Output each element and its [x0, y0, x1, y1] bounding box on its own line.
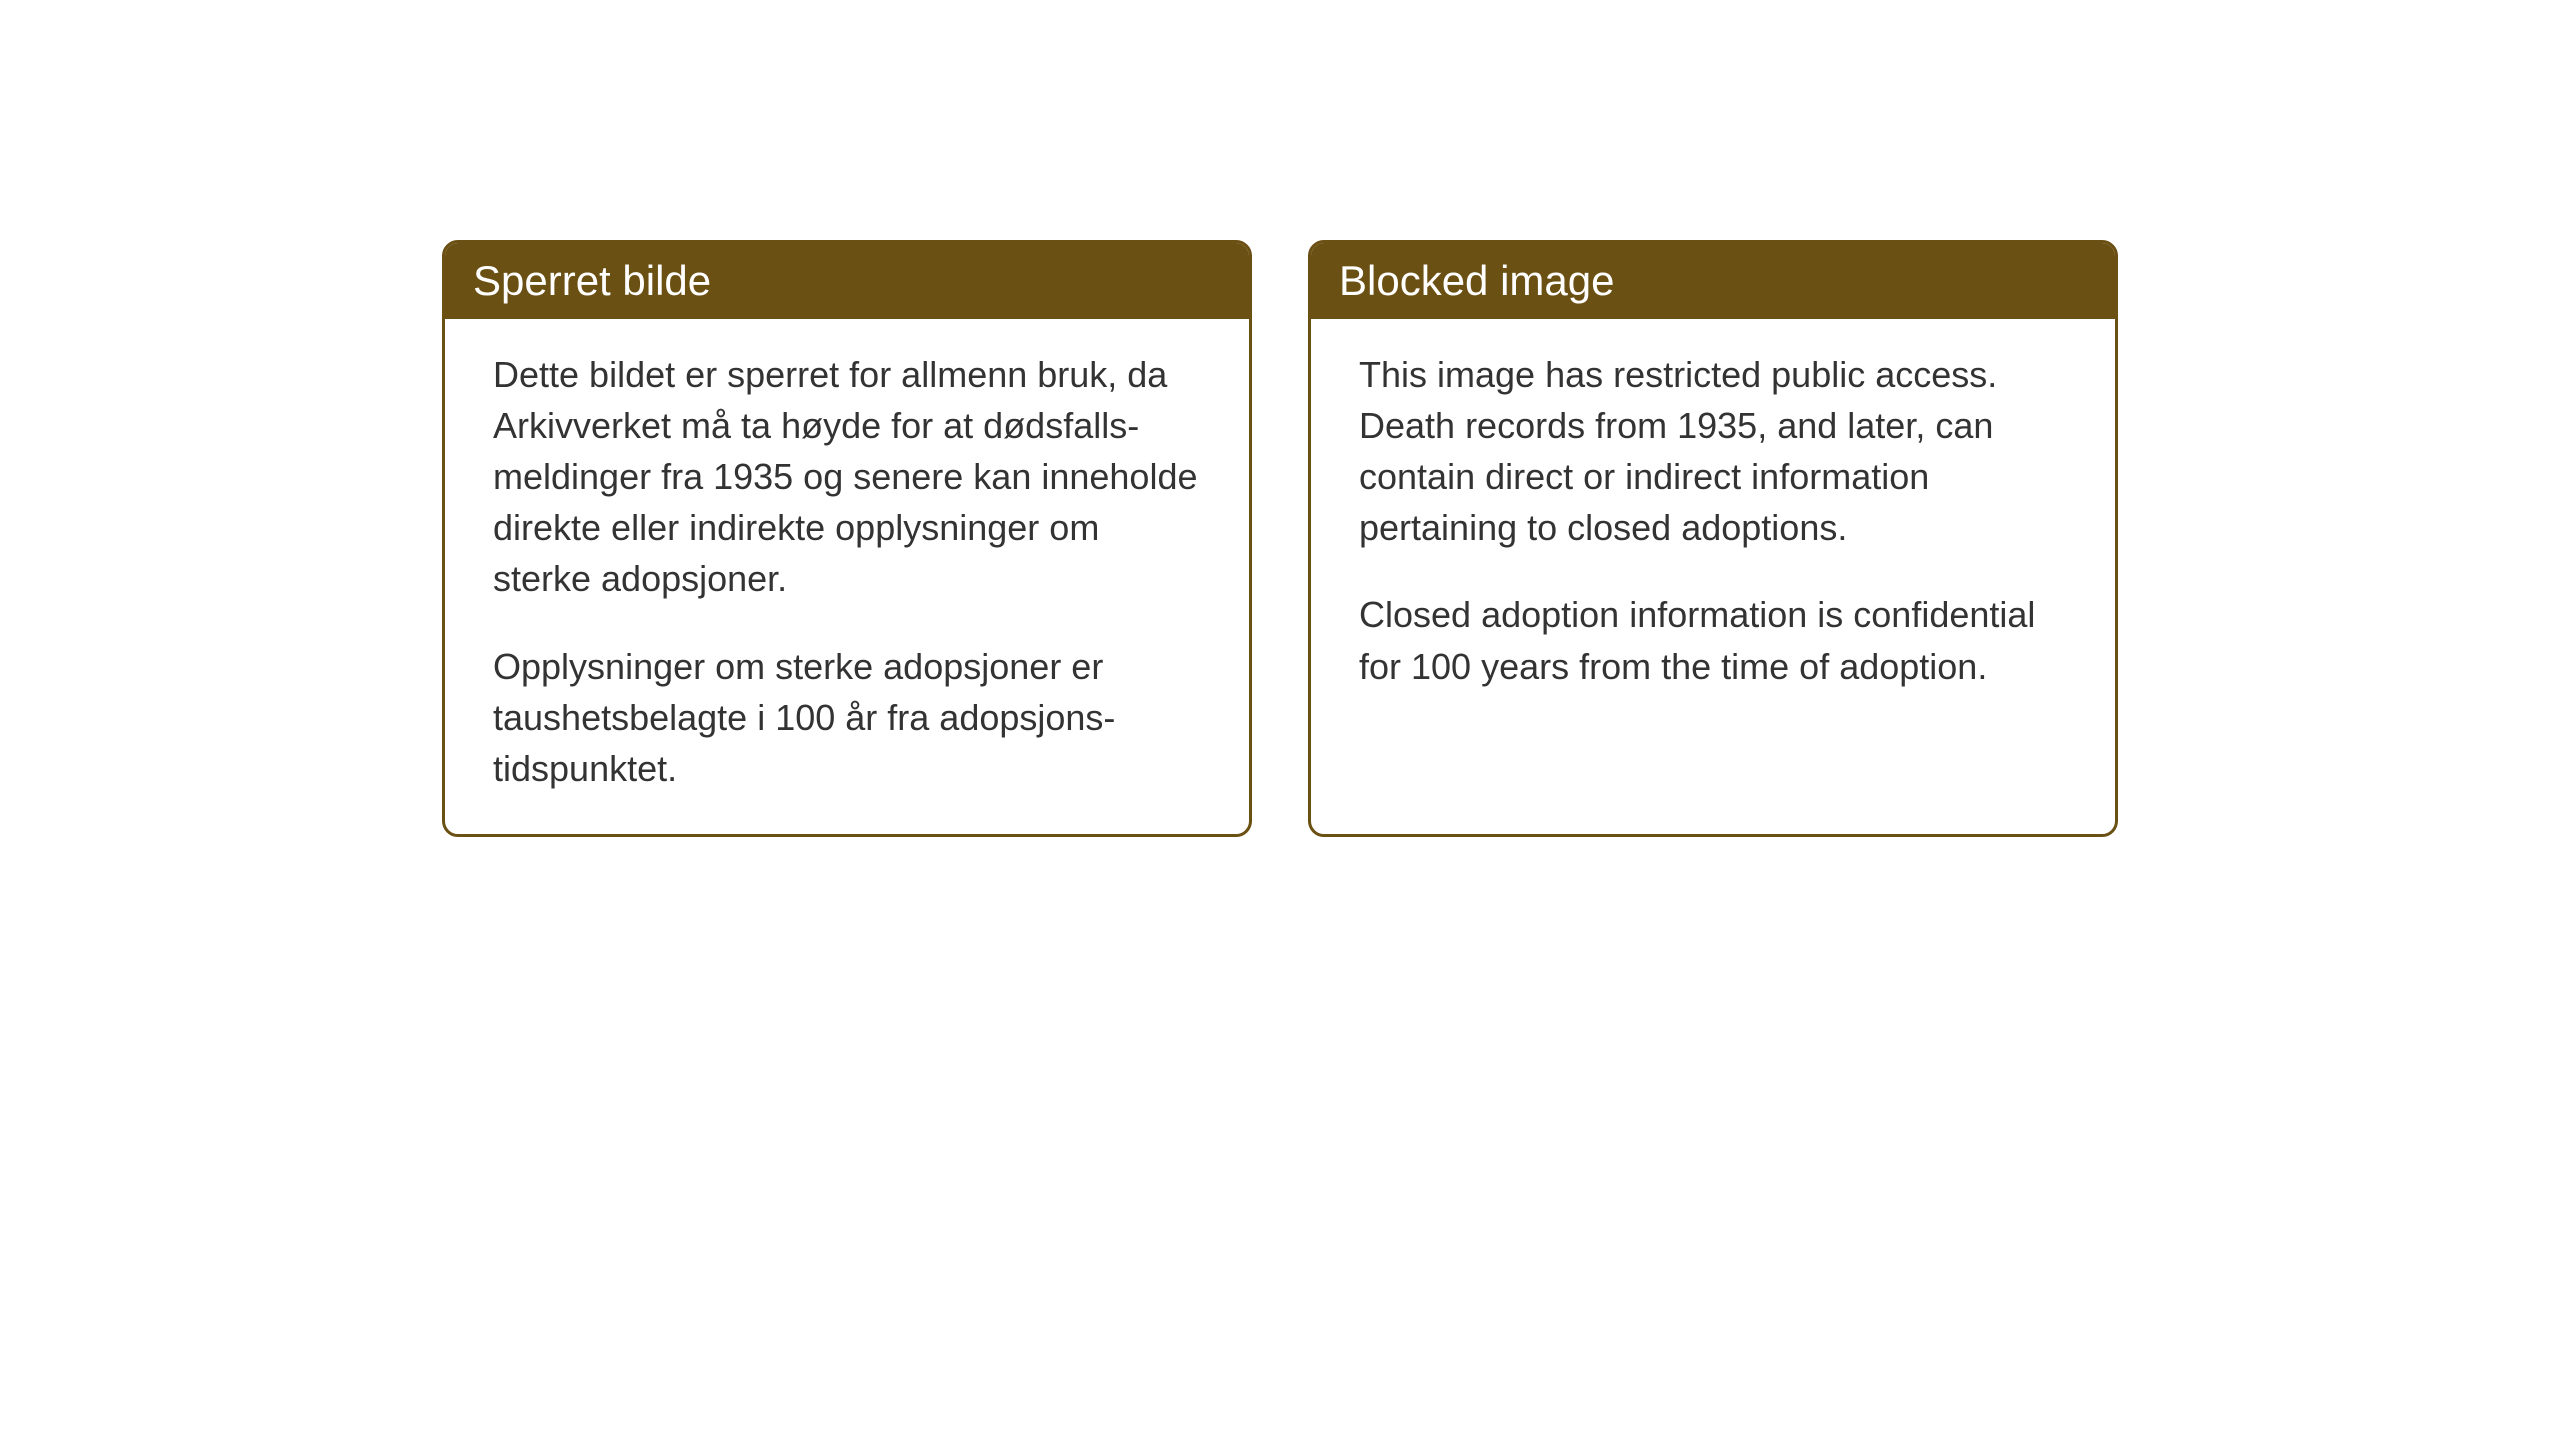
norwegian-card-header: Sperret bilde [445, 243, 1249, 319]
norwegian-paragraph-2: Opplysninger om sterke adopsjoner er tau… [493, 641, 1201, 794]
english-card-header: Blocked image [1311, 243, 2115, 319]
english-card-body: This image has restricted public access.… [1311, 319, 2115, 732]
norwegian-paragraph-1: Dette bildet er sperret for allmenn bruk… [493, 349, 1201, 605]
english-paragraph-1: This image has restricted public access.… [1359, 349, 2067, 553]
message-cards-container: Sperret bilde Dette bildet er sperret fo… [442, 240, 2118, 837]
norwegian-card-title: Sperret bilde [473, 257, 711, 304]
norwegian-card: Sperret bilde Dette bildet er sperret fo… [442, 240, 1252, 837]
english-card: Blocked image This image has restricted … [1308, 240, 2118, 837]
english-card-title: Blocked image [1339, 257, 1614, 304]
norwegian-card-body: Dette bildet er sperret for allmenn bruk… [445, 319, 1249, 834]
english-paragraph-2: Closed adoption information is confident… [1359, 589, 2067, 691]
